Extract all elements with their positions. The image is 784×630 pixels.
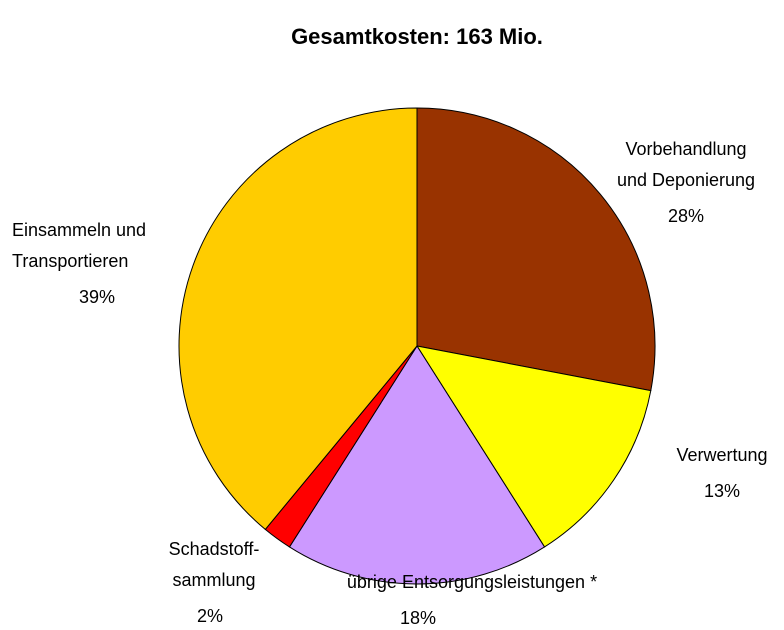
slice-value-label: 13% — [704, 481, 740, 501]
slice-label: übrige Entsorgungsleistungen * — [347, 572, 597, 592]
slice-label: sammlung — [172, 570, 255, 590]
pie-slice — [416, 107, 656, 392]
slice-label: Vorbehandlung — [625, 139, 746, 159]
slice-value-label: 39% — [79, 287, 115, 307]
slice-label: Schadstoff- — [169, 539, 260, 559]
slice-label: Transportieren — [12, 251, 128, 271]
pie-slice — [415, 345, 652, 548]
slice-value-label: 18% — [400, 608, 436, 628]
slice-label: und Deponierung — [617, 170, 755, 190]
slice-value-label: 2% — [197, 606, 223, 626]
slice-label: Einsammeln und — [12, 220, 146, 240]
pie-slice — [178, 107, 418, 531]
pie-slice — [288, 345, 546, 585]
slice-value-label: 28% — [668, 206, 704, 226]
slice-label: Verwertung — [676, 445, 767, 465]
chart-title: Gesamtkosten: 163 Mio. — [291, 24, 543, 49]
